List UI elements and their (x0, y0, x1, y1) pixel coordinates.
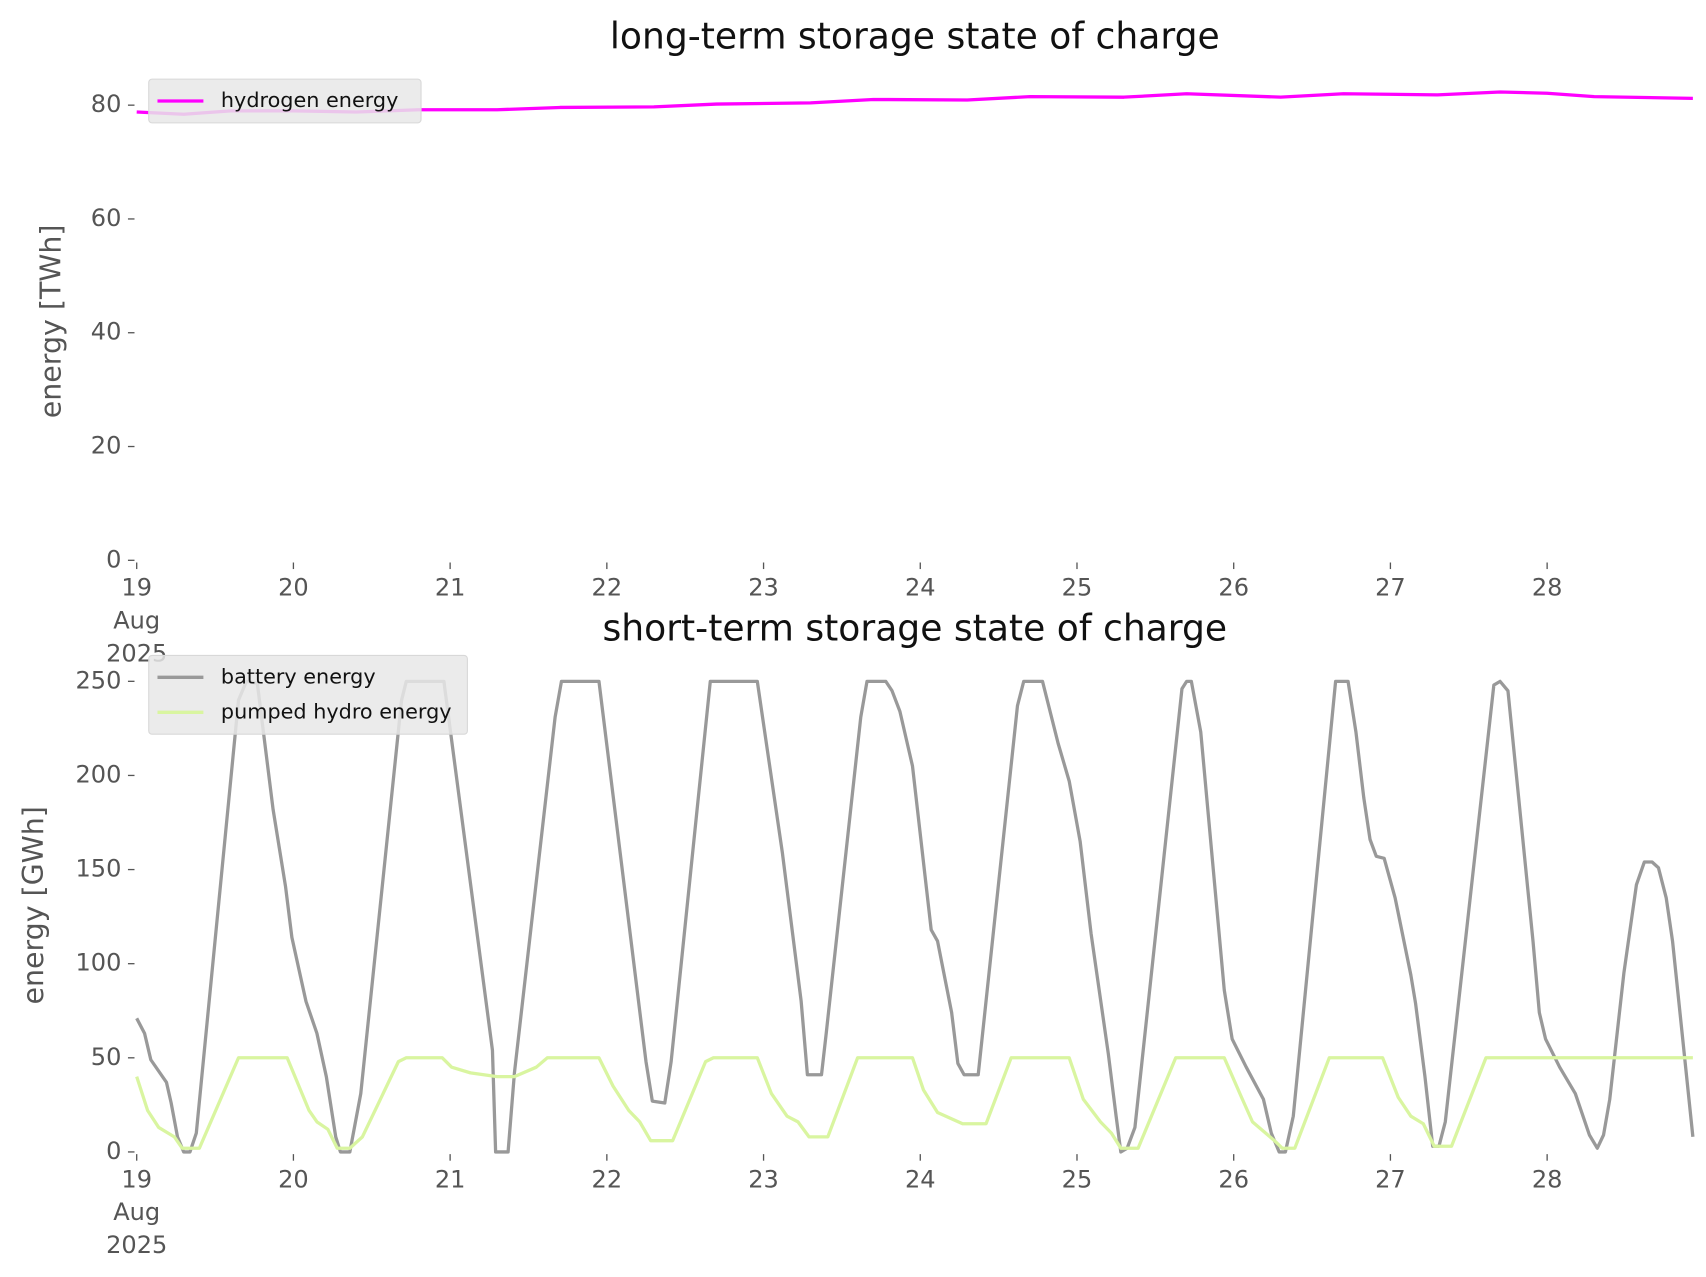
y-tick-label: 0 (106, 1137, 121, 1165)
x-tick-label: 24 (905, 574, 936, 602)
y-tick-label: 20 (91, 432, 122, 460)
x-tick-label: 27 (1375, 1165, 1406, 1193)
x-tick-label: 25 (1062, 574, 1093, 602)
x-tick-label: 19 Aug 2025 (106, 574, 167, 668)
y-axis-label: energy [TWh] (34, 224, 67, 418)
x-tick-label: 23 (748, 574, 779, 602)
series-line (135, 679, 1695, 1154)
y-axis-label: energy [GWh] (17, 806, 50, 1004)
x-tick-label: 20 (278, 574, 309, 602)
x-tick-label: 23 (748, 1165, 779, 1193)
x-tick-label: 25 (1062, 1165, 1093, 1193)
x-tick-label: 28 (1532, 1165, 1563, 1193)
y-tick-label: 100 (75, 949, 121, 977)
y-tick-label: 0 (106, 545, 121, 573)
x-tick-label: 21 (435, 574, 466, 602)
y-tick-label: 60 (91, 204, 122, 232)
legend-box (148, 654, 468, 735)
x-tick-label: 26 (1218, 1165, 1249, 1193)
y-tick-label: 200 (75, 760, 121, 788)
chart-title: short-term storage state of charge (602, 607, 1227, 649)
x-tick-label: 28 (1532, 574, 1563, 602)
x-tick-label: 21 (435, 1165, 466, 1193)
y-tick-label: 150 (75, 855, 121, 883)
y-tick-label: 50 (91, 1043, 122, 1071)
x-tick-label: 26 (1218, 574, 1249, 602)
y-tick-label: 40 (91, 318, 122, 346)
x-tick-label: 22 (592, 1165, 623, 1193)
series-line (135, 1056, 1693, 1150)
x-tick-label: 20 (278, 1165, 309, 1193)
legend-label: hydrogen energy (221, 88, 399, 112)
x-tick-label: 22 (592, 574, 623, 602)
x-tick-label: 27 (1375, 574, 1406, 602)
x-tick-label: 24 (905, 1165, 936, 1193)
y-tick-label: 80 (91, 90, 122, 118)
y-tick-label: 250 (75, 666, 121, 694)
chart-title: long-term storage state of charge (610, 16, 1220, 58)
x-tick-label: 19 Aug 2025 (106, 1165, 167, 1259)
legend-box (148, 78, 422, 124)
legend-label: battery energy (221, 664, 376, 688)
legend-label: pumped hydro energy (221, 699, 452, 723)
